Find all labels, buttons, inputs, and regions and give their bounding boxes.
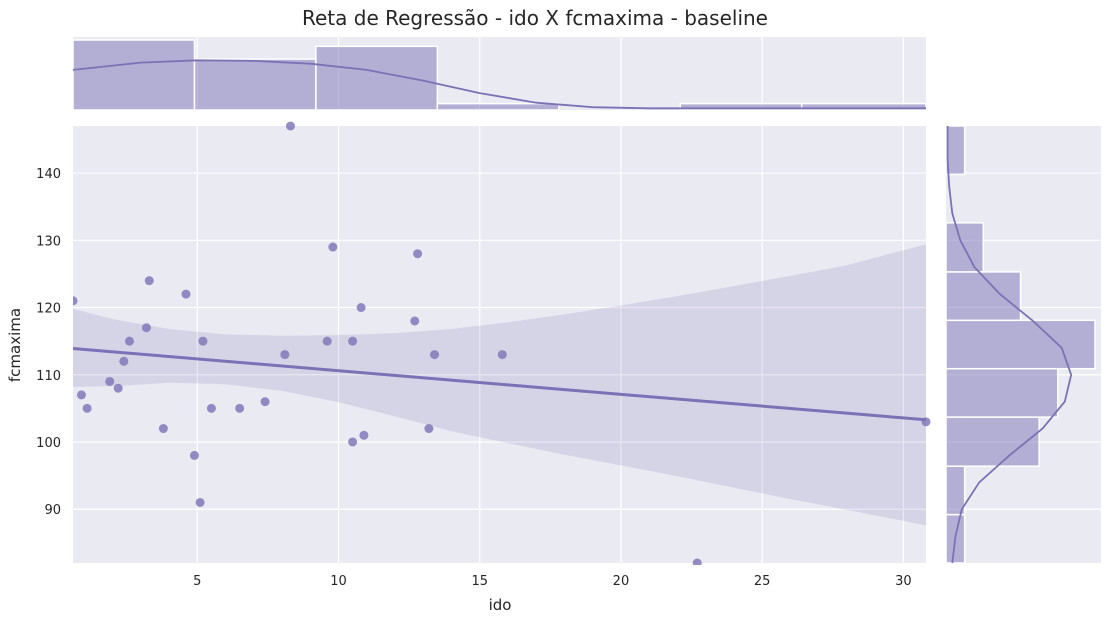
y-tick-label: 130 <box>36 234 61 249</box>
y-tick-label: 120 <box>36 302 61 317</box>
marginal-x-bar <box>800 102 927 111</box>
marginal-y-bar <box>945 319 1096 370</box>
data-point <box>119 356 129 366</box>
y-axis-label: fcmaxima <box>6 308 24 382</box>
chart-title: Reta de Regressão - ido X fcmaxima - bas… <box>302 6 768 30</box>
marginal-x-bar <box>315 45 439 111</box>
marginal-y-bar <box>945 125 966 176</box>
marginal-x-bar <box>436 102 560 111</box>
data-point <box>260 397 270 407</box>
x-tick-label: 10 <box>330 574 347 589</box>
data-point <box>141 323 151 333</box>
marginal-x-bar <box>193 58 317 111</box>
scatter-content <box>73 121 931 565</box>
y-tick-label: 100 <box>36 436 61 451</box>
data-point <box>198 336 208 346</box>
scatter-background <box>73 126 926 563</box>
data-point <box>206 403 216 413</box>
marginal-y-kde-line <box>946 126 1073 564</box>
data-point <box>181 289 191 299</box>
data-point <box>328 242 338 252</box>
data-point <box>410 316 420 326</box>
marginal-x-panel <box>72 37 927 111</box>
data-point <box>76 390 86 400</box>
y-tick-label: 110 <box>36 369 61 384</box>
marginal-y-bar <box>945 367 1059 418</box>
scatter-panel: 5 10 15 20 25 30 90 100 110 120 130 140 <box>36 121 931 589</box>
marginal-x-bar <box>72 39 196 111</box>
data-point <box>144 276 154 286</box>
data-point <box>280 350 290 360</box>
x-axis-label: ido <box>489 596 512 614</box>
y-tick-label: 140 <box>36 167 61 182</box>
data-point <box>348 437 358 447</box>
data-point <box>348 336 358 346</box>
data-point <box>82 403 92 413</box>
x-tick-label: 20 <box>613 574 630 589</box>
data-point <box>692 558 702 565</box>
marginal-x-kde-line <box>72 59 926 110</box>
data-point <box>413 249 423 259</box>
x-tick-label: 25 <box>754 574 771 589</box>
data-point <box>424 424 434 434</box>
marginal-y-bar <box>945 416 1040 467</box>
data-point <box>235 403 245 413</box>
x-tick-label: 15 <box>471 574 488 589</box>
data-point <box>73 296 78 306</box>
data-point <box>356 303 366 313</box>
x-tick-label: 5 <box>193 574 201 589</box>
regression-line <box>73 347 927 422</box>
data-point <box>195 497 205 507</box>
data-point <box>158 424 168 434</box>
data-point <box>497 350 507 360</box>
marginal-y-bar <box>945 465 966 516</box>
marginal-y-bar <box>945 271 1022 322</box>
marginal-y-panel <box>945 125 1101 564</box>
y-tick-label: 90 <box>44 503 61 518</box>
data-point <box>430 350 440 360</box>
data-point <box>113 383 123 393</box>
data-point <box>359 430 369 440</box>
data-point <box>124 336 134 346</box>
x-tick-label: 30 <box>895 574 912 589</box>
data-point <box>322 336 332 346</box>
data-point <box>105 376 115 386</box>
data-point <box>285 121 295 131</box>
data-point <box>189 450 199 460</box>
